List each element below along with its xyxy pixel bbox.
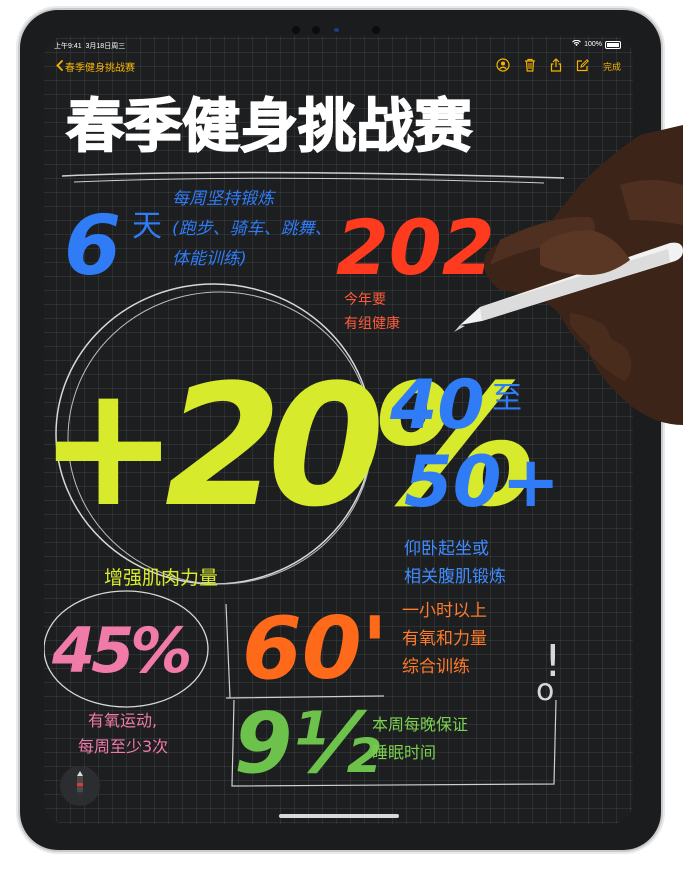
o-mark: o xyxy=(536,673,554,708)
compose-icon[interactable] xyxy=(576,58,589,75)
sixty-minutes: 60' xyxy=(242,599,388,699)
share-icon[interactable] xyxy=(550,58,562,75)
sixty-caption-3: 综合训练 xyxy=(402,657,470,677)
sleep-box xyxy=(231,699,557,787)
big-six: 6 xyxy=(64,199,121,294)
sleep-line-2: 睡眠时间 xyxy=(372,743,436,762)
pink-circle xyxy=(44,590,209,708)
forty-five-caption-1: 有氧运动, xyxy=(88,711,157,730)
chevron-left-icon xyxy=(56,59,63,74)
status-bar: 上午9:41 3月18日周三 100% xyxy=(44,36,633,54)
back-label: 春季健身挑战赛 xyxy=(65,63,135,74)
fifty-plus-number: 50+ xyxy=(404,441,560,523)
exercise-line-1: 每周坚持锻炼 xyxy=(172,189,276,209)
situp-line-1: 仰卧起坐或 xyxy=(404,539,489,559)
zhi-label: 至 xyxy=(492,381,522,416)
trash-icon[interactable] xyxy=(524,58,536,75)
camera-dot xyxy=(312,26,320,34)
plus-twenty-caption: 增强肌肉力量 xyxy=(104,567,218,589)
collaborate-icon[interactable] xyxy=(496,58,510,75)
forty-number: 40 xyxy=(389,366,485,445)
camera-lens-blue xyxy=(334,28,339,32)
title-underline xyxy=(61,171,565,179)
sleep-line-1: 本周每晚保证 xyxy=(372,715,468,734)
nav-bar: 春季健身挑战赛 完成 xyxy=(44,54,633,78)
pencil-tool-button[interactable] xyxy=(60,766,100,806)
status-time-date: 上午9:41 3月18日周三 xyxy=(54,41,125,51)
tian-label: 天 xyxy=(132,209,162,244)
red-caption-1: 今年要 xyxy=(344,292,386,308)
pencil-icon xyxy=(75,771,85,801)
status-time: 上午9:41 xyxy=(54,43,82,50)
handwritten-note-canvas[interactable]: 春季健身挑战赛 6 天 每周坚持锻炼 (跑步、骑车、跳舞、 体能训练) 202 … xyxy=(44,36,633,824)
sixty-box xyxy=(225,603,385,699)
exclamation-mark: ! xyxy=(544,636,562,687)
title-underline xyxy=(73,177,545,184)
battery-icon xyxy=(605,40,621,49)
exercise-line-3: 体能训练) xyxy=(172,249,247,269)
camera-dot xyxy=(372,26,380,34)
battery-percent: 100% xyxy=(584,41,602,48)
forty-five-caption-2: 每周至少3次 xyxy=(78,737,168,756)
note-title: 春季健身挑战赛 xyxy=(66,92,473,160)
plus-twenty-percent: +20% xyxy=(44,348,531,544)
nine-and-a-half: 9½ xyxy=(234,694,380,792)
situp-line-2: 相关腹肌锻炼 xyxy=(404,567,506,587)
wifi-icon xyxy=(572,39,581,49)
camera-dot xyxy=(292,26,300,34)
exercise-line-2: (跑步、骑车、跳舞、 xyxy=(172,219,332,239)
hand-with-pencil-illustration xyxy=(454,125,683,425)
sixty-caption-1: 一小时以上 xyxy=(402,601,487,621)
red-caption-2: 有组健康 xyxy=(344,315,400,332)
status-right: 100% xyxy=(572,39,621,49)
forty-five-percent: 45% xyxy=(51,614,189,687)
home-indicator xyxy=(278,814,399,818)
sixty-caption-2: 有氧和力量 xyxy=(402,629,487,649)
status-date: 3月18日周三 xyxy=(85,43,126,50)
notes-screen: 上午9:41 3月18日周三 100% 春季健身挑战赛 xyxy=(44,36,633,824)
red-number: 202 xyxy=(336,203,495,292)
done-button[interactable]: 完成 xyxy=(602,62,621,72)
back-button[interactable]: 春季健身挑战赛 xyxy=(56,59,135,74)
note-toolbar: 完成 xyxy=(496,58,621,75)
ipad-frame: 上午9:41 3月18日周三 100% 春季健身挑战赛 xyxy=(20,10,661,850)
hand-drawn-circle xyxy=(67,291,373,585)
